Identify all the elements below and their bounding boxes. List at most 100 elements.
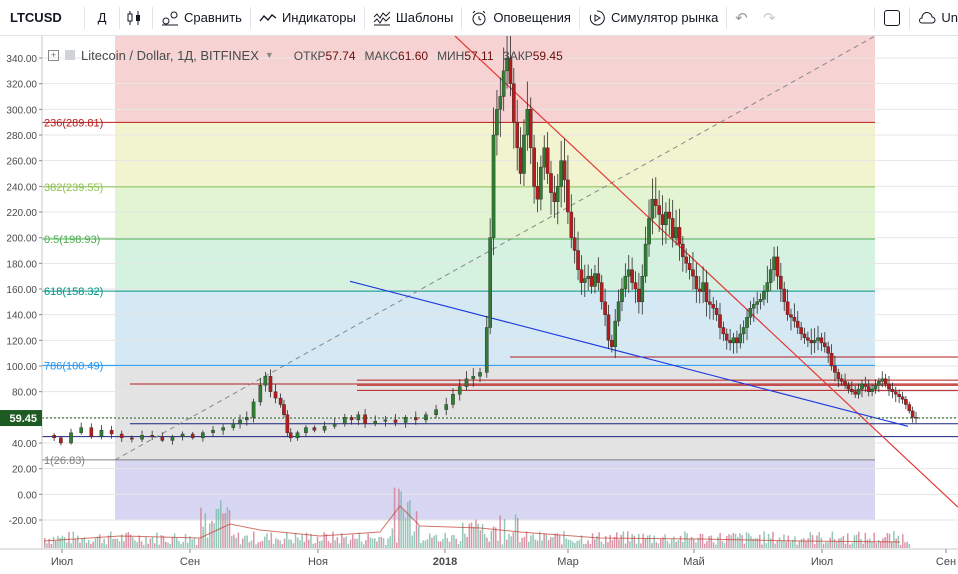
volume-bar (715, 544, 717, 548)
volume-bar (492, 526, 495, 548)
candle-body (819, 337, 824, 344)
volume-bar (708, 536, 710, 548)
volume-bar (464, 533, 466, 548)
volume-bar (246, 535, 248, 548)
volume-bar (756, 538, 759, 548)
candle-body (244, 417, 249, 421)
volume-bar (605, 536, 607, 548)
legend-title[interactable]: Litecoin / Dollar, 1Д, BITFINEX (81, 47, 259, 63)
compare-button[interactable]: Сравнить (153, 0, 250, 35)
volume-bar (341, 533, 343, 548)
volume-bar (796, 544, 798, 548)
candle-body (910, 410, 915, 418)
price-chart[interactable]: 236(289.81) 382(239.55) 0.5(198.93) 618(158… (0, 25, 958, 569)
volume-bar (508, 533, 510, 548)
replay-button[interactable]: Симулятор рынка (580, 0, 726, 35)
candle-body (843, 381, 847, 386)
volume-bar (68, 531, 70, 548)
volume-bar (686, 533, 688, 548)
legend-collapse-icon[interactable]: + (48, 49, 59, 61)
volume-bar (244, 535, 246, 548)
candle-body (231, 423, 236, 428)
redo-button[interactable]: ↷ (755, 0, 783, 35)
fib-band (115, 36, 875, 123)
volume-bar (268, 540, 270, 548)
candle-body (708, 301, 712, 305)
volume-bar (781, 541, 783, 548)
symbol-search-button[interactable]: LTCUSD (10, 10, 62, 25)
volume-bar (611, 540, 614, 548)
candle-body (789, 314, 793, 318)
volume-bar (717, 536, 719, 548)
volume-bar (308, 539, 310, 548)
volume-bar (426, 539, 429, 548)
indicators-button[interactable]: Индикаторы (251, 0, 364, 35)
volume-bar (354, 538, 356, 548)
volume-bar (198, 538, 200, 548)
candle-body (576, 250, 580, 270)
candle-body (718, 314, 722, 328)
candle-body (295, 432, 300, 439)
volume-bar (521, 537, 523, 548)
volume-bar (83, 537, 86, 548)
indicators-icon (259, 9, 277, 27)
chart-area[interactable]: 236(289.81) 382(239.55) 0.5(198.93) 618(158… (0, 25, 958, 569)
interval-button[interactable]: Д (97, 10, 107, 25)
volume-bar (809, 532, 812, 548)
volume-bar (147, 543, 149, 548)
candle-body (268, 376, 273, 392)
volume-bar (503, 518, 506, 548)
fullscreen-button[interactable] (875, 0, 909, 35)
templates-label: Шаблоны (395, 10, 454, 25)
volume-bar (297, 537, 299, 548)
volume-bar (385, 544, 387, 548)
volume-bar (446, 538, 449, 548)
time-axis-label: Мар (557, 556, 579, 568)
volume-bar (752, 538, 754, 548)
volume-bar (818, 532, 820, 548)
volume-bar (664, 534, 666, 548)
candle-body (626, 269, 631, 277)
volume-bar (178, 541, 180, 548)
volume-bar (448, 541, 451, 548)
candle-body (637, 288, 641, 303)
templates-button[interactable]: Шаблоны (365, 0, 462, 35)
volume-bar (770, 538, 772, 548)
undo-button[interactable]: ↶ (727, 0, 755, 35)
candle-body (802, 333, 807, 338)
volume-bar (85, 542, 88, 548)
volume-bar (367, 533, 369, 548)
cloud-save-button[interactable]: Un (910, 0, 958, 35)
volume-bar (629, 541, 631, 548)
volume-bar (748, 533, 750, 548)
candle-body (495, 109, 499, 136)
fib-band (115, 365, 875, 460)
candle-body (569, 211, 574, 238)
candle-body (850, 388, 854, 392)
volume-bar (642, 533, 644, 548)
volume-bar (444, 532, 446, 548)
chart-style-button[interactable] (120, 0, 152, 35)
candle-body (596, 273, 601, 283)
volume-bar (88, 540, 90, 548)
volume-bar (66, 542, 68, 548)
volume-bar (567, 539, 570, 548)
alerts-button[interactable]: Оповещения (462, 0, 579, 35)
volume-bar (776, 540, 779, 548)
candle-body (647, 218, 651, 245)
candle-body (52, 435, 56, 439)
volume-bar (217, 508, 220, 548)
volume-bar (816, 535, 818, 548)
candle-body (160, 436, 165, 441)
volume-bar (596, 536, 598, 548)
volume-bar (462, 522, 464, 548)
candle-body (714, 308, 719, 315)
volume-bar (572, 541, 574, 548)
candle-body (190, 433, 195, 439)
legend-menu-icon[interactable]: ▼ (264, 50, 274, 60)
candle-body (873, 385, 878, 390)
volume-bar (838, 538, 840, 548)
volume-bar (123, 541, 125, 548)
candle-body (623, 275, 628, 290)
volume-bar (660, 538, 662, 548)
